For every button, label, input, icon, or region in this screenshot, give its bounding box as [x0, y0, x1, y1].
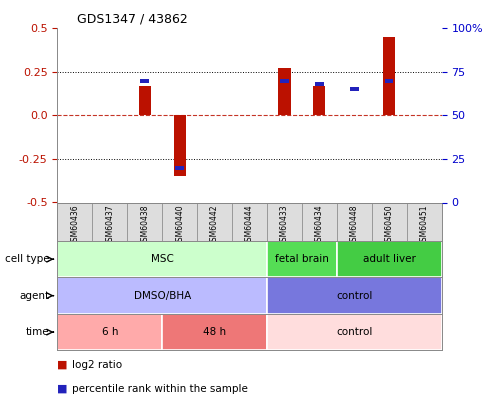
Text: control: control [336, 327, 372, 337]
Text: GSM60434: GSM60434 [315, 205, 324, 246]
Text: GSM60448: GSM60448 [350, 205, 359, 246]
Bar [140, 79, 149, 83]
Bar [278, 68, 290, 115]
Bar [407, 202, 442, 241]
Text: GSM60442: GSM60442 [210, 205, 219, 246]
Text: 48 h: 48 h [203, 327, 226, 337]
Bar [232, 202, 267, 241]
Bar [57, 277, 267, 314]
Bar [302, 202, 337, 241]
Text: ■: ■ [57, 384, 68, 394]
Bar [337, 241, 442, 277]
Bar [315, 82, 324, 86]
Text: percentile rank within the sample: percentile rank within the sample [72, 384, 248, 394]
Bar [197, 202, 232, 241]
Bar [57, 241, 267, 277]
Bar [57, 314, 162, 350]
Text: GSM60444: GSM60444 [245, 205, 254, 246]
Bar [280, 79, 289, 83]
Bar [337, 202, 372, 241]
Text: 6 h: 6 h [101, 327, 118, 337]
Text: GSM60433: GSM60433 [280, 205, 289, 246]
Text: cell type: cell type [5, 254, 50, 264]
Bar [139, 86, 151, 115]
Text: agent: agent [19, 291, 50, 301]
Bar [162, 314, 267, 350]
Text: GSM60436: GSM60436 [70, 205, 79, 246]
Text: GDS1347 / 43862: GDS1347 / 43862 [77, 13, 187, 26]
Text: GSM60450: GSM60450 [385, 205, 394, 246]
Bar [267, 314, 442, 350]
Bar [92, 202, 127, 241]
Text: GSM60437: GSM60437 [105, 205, 114, 246]
Bar [267, 277, 442, 314]
Text: DMSO/BHA: DMSO/BHA [134, 291, 191, 301]
Bar [350, 87, 359, 91]
Bar [267, 202, 302, 241]
Text: GSM60451: GSM60451 [420, 205, 429, 246]
Bar [267, 241, 337, 277]
Text: fetal brain: fetal brain [275, 254, 329, 264]
Text: ■: ■ [57, 360, 68, 369]
Bar [372, 202, 407, 241]
Bar [174, 115, 186, 176]
Bar [383, 37, 395, 115]
Bar [57, 202, 92, 241]
Text: MSC: MSC [151, 254, 174, 264]
Text: adult liver: adult liver [363, 254, 416, 264]
Text: control: control [336, 291, 372, 301]
Text: GSM60438: GSM60438 [140, 205, 149, 246]
Text: log2 ratio: log2 ratio [72, 360, 122, 369]
Text: GSM60440: GSM60440 [175, 205, 184, 246]
Bar [385, 79, 394, 83]
Text: time: time [26, 327, 50, 337]
Bar [313, 86, 325, 115]
Bar [127, 202, 162, 241]
Bar [162, 202, 197, 241]
Bar [175, 166, 184, 170]
